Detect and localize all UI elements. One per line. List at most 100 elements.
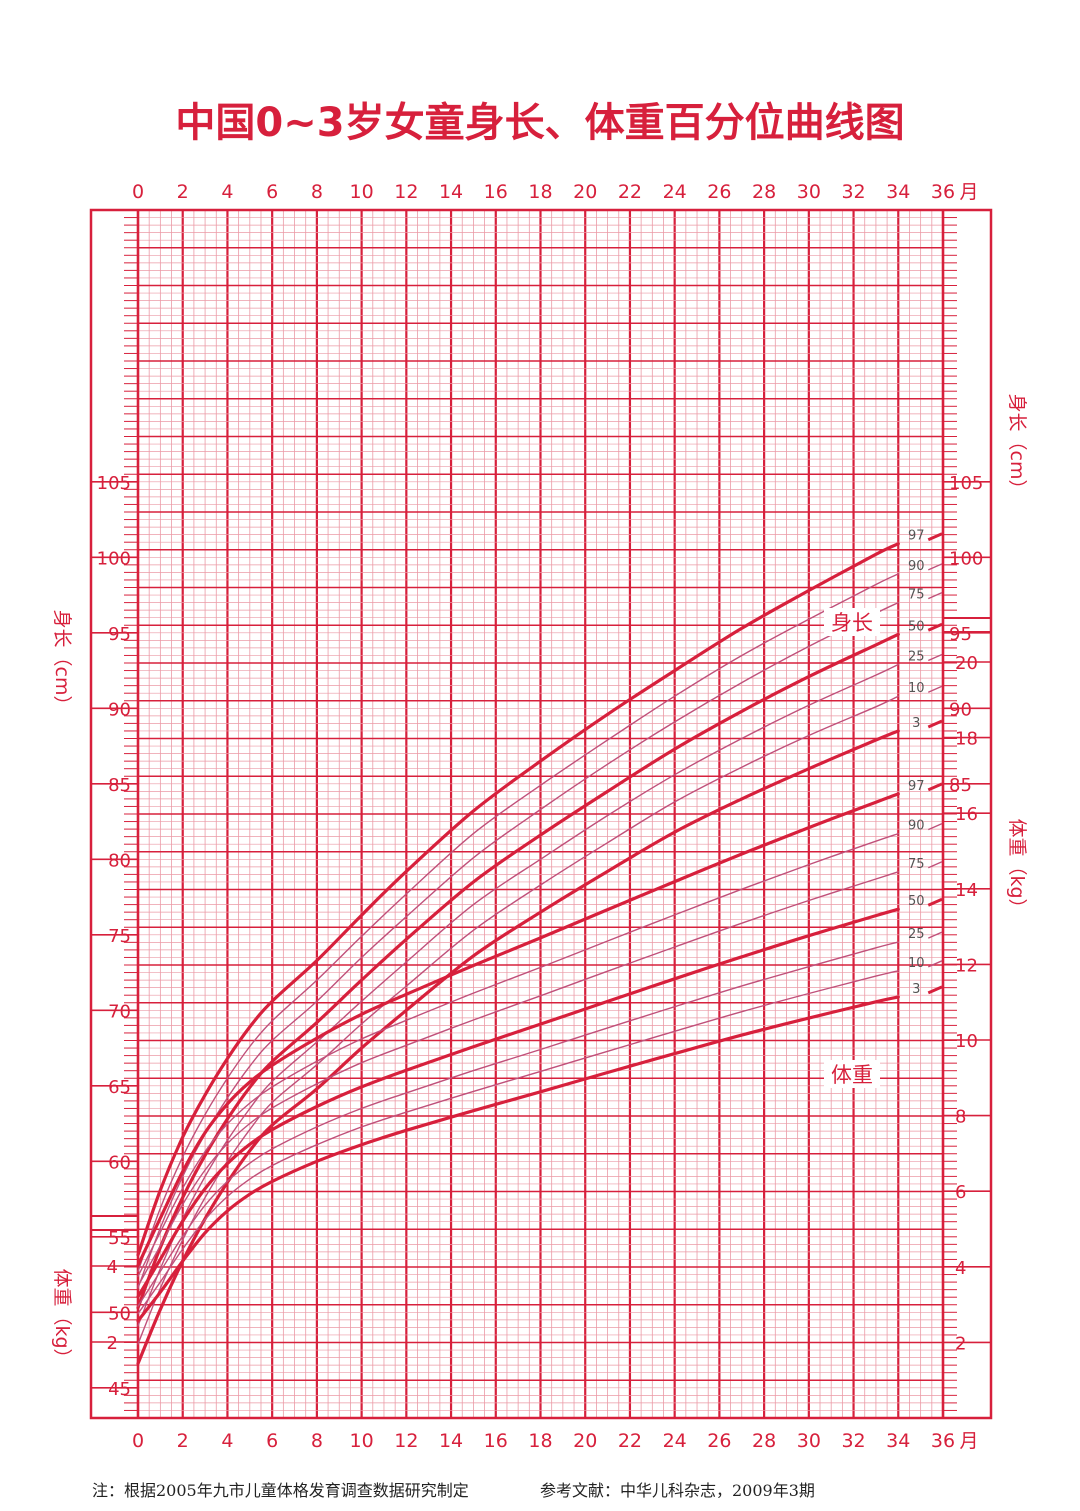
weight-tick-label-right: 8 (955, 1107, 966, 1128)
height-tick-label-left: 95 (108, 624, 131, 645)
side-ticks (124, 209, 957, 1419)
weight-curve-p90 (137, 832, 899, 1277)
height-percentile-label: 90 (908, 559, 925, 574)
x-tick-label-top: 14 (439, 181, 463, 203)
x-tick-label-bottom: 16 (484, 1430, 508, 1452)
weight-curve-p10 (137, 970, 899, 1315)
x-tick-label-bottom: 18 (528, 1430, 552, 1452)
height-tick-label-left: 75 (108, 926, 131, 947)
height-tick-label-right: 105 (949, 473, 983, 494)
height-curve-p10 (137, 695, 899, 1345)
reference-note: 参考文献：中华儿科杂志，2009年3期 (540, 1481, 815, 1500)
weight-tick-label-right: 20 (955, 653, 978, 674)
height-percentile-label: 75 (908, 588, 925, 603)
weight-curve-p25 (137, 941, 899, 1307)
weight-tick-label-right: 6 (955, 1182, 966, 1203)
weight-axis-title-left: 体重（kg） (51, 1268, 73, 1367)
x-tick-label-bottom: 26 (707, 1430, 731, 1452)
x-unit-bottom: 月 (959, 1430, 978, 1452)
weight-region-label-bg (824, 1060, 880, 1088)
height-tick-label-right: 90 (949, 699, 972, 720)
height-curve-p97 (136, 542, 900, 1257)
weight-tick-label-left: 2 (107, 1333, 118, 1354)
x-tick-label-bottom: 12 (394, 1430, 418, 1452)
x-tick-label-top: 16 (484, 181, 508, 203)
height-tick-label-left: 85 (108, 775, 131, 796)
weight-curve-tail (927, 985, 943, 995)
height-tick-label-left: 45 (108, 1379, 131, 1400)
weight-tick-label-right: 2 (955, 1333, 966, 1354)
height-region-label-bg (824, 608, 880, 636)
height-tick-label-left: 80 (108, 850, 131, 871)
x-tick-label-bottom: 30 (797, 1430, 821, 1452)
x-tick-label-top: 4 (221, 181, 233, 203)
height-curve-tail (927, 719, 943, 729)
weight-curve-p97 (136, 792, 900, 1267)
height-region-label: 身长 (831, 611, 873, 635)
x-tick-label-top: 30 (797, 181, 821, 203)
height-curve-tail (927, 653, 943, 662)
height-tick-label-left: 105 (97, 473, 131, 494)
weight-percentile-label: 90 (908, 819, 925, 834)
x-tick-label-top: 32 (841, 181, 865, 203)
height-tick-label-left: 60 (108, 1152, 131, 1173)
weight-tick-label-right: 16 (955, 804, 978, 825)
weight-percentile-label: 97 (908, 779, 925, 794)
weight-curve-p3 (136, 995, 900, 1323)
x-tick-label-top: 2 (177, 181, 189, 203)
height-tick-label-left: 100 (97, 548, 131, 569)
height-tick-label-left: 90 (108, 699, 131, 720)
height-tick-label-right: 85 (949, 775, 972, 796)
weight-curve-tail (927, 931, 943, 939)
height-curve-p50 (136, 632, 900, 1310)
x-tick-label-bottom: 10 (350, 1430, 374, 1452)
weight-axis-title-right: 体重（kg） (1006, 818, 1028, 917)
weight-percentile-label: 25 (908, 927, 925, 942)
x-tick-label-top: 18 (528, 181, 552, 203)
x-tick-label-bottom: 14 (439, 1430, 463, 1452)
weight-curve-tail (927, 960, 943, 968)
footnote: 注：根据2005年九市儿童体格发育调查数据研究制定 (92, 1481, 469, 1500)
x-tick-label-top: 24 (663, 181, 687, 203)
weight-curve-p75 (137, 871, 899, 1287)
height-tick-label-left: 65 (108, 1077, 131, 1098)
x-tick-label-top: 34 (886, 181, 910, 203)
x-tick-label-top: 26 (707, 181, 731, 203)
weight-curve-tail (927, 782, 943, 792)
height-percentile-label: 97 (908, 529, 925, 544)
height-tick-label-right: 100 (949, 548, 983, 569)
weight-curves: 3 10 25 50 75 90 97 (136, 779, 943, 1323)
x-tick-label-bottom: 2 (177, 1430, 189, 1452)
x-tick-label-top: 20 (573, 181, 597, 203)
height-tick-label-left: 70 (108, 1001, 131, 1022)
chart-title: 中国0~3岁女童身长、体重百分位曲线图 (175, 100, 904, 146)
weight-curve-p50 (136, 907, 900, 1299)
grid (136, 209, 945, 1419)
weight-tick-label-right: 12 (955, 955, 978, 976)
height-percentile-label: 3 (912, 716, 920, 731)
height-percentile-label: 25 (908, 650, 925, 665)
height-curve-tail (927, 685, 943, 693)
height-curve-tail (927, 532, 943, 542)
x-tick-label-bottom: 28 (752, 1430, 776, 1452)
x-tick-label-bottom: 0 (132, 1430, 144, 1452)
x-tick-label-top: 12 (394, 181, 418, 203)
x-tick-label-bottom: 34 (886, 1430, 910, 1452)
height-tick-label-right: 95 (949, 624, 972, 645)
x-unit-top: 月 (959, 181, 978, 203)
weight-tick-label-right: 14 (955, 880, 978, 901)
x-tick-label-top: 22 (618, 181, 642, 203)
weight-tick-label-right: 4 (955, 1258, 966, 1279)
weight-curve-tail (927, 822, 943, 831)
weight-curve-tail (927, 897, 943, 907)
height-curve-tail (927, 591, 943, 600)
height-curve-p90 (137, 573, 899, 1273)
weight-percentile-label: 3 (912, 982, 920, 997)
weight-percentile-label: 50 (908, 894, 925, 909)
x-tick-label-top: 0 (132, 181, 144, 203)
x-tick-label-top: 8 (311, 181, 323, 203)
x-tick-label-top: 6 (266, 181, 278, 203)
x-tick-label-bottom: 4 (221, 1430, 233, 1452)
